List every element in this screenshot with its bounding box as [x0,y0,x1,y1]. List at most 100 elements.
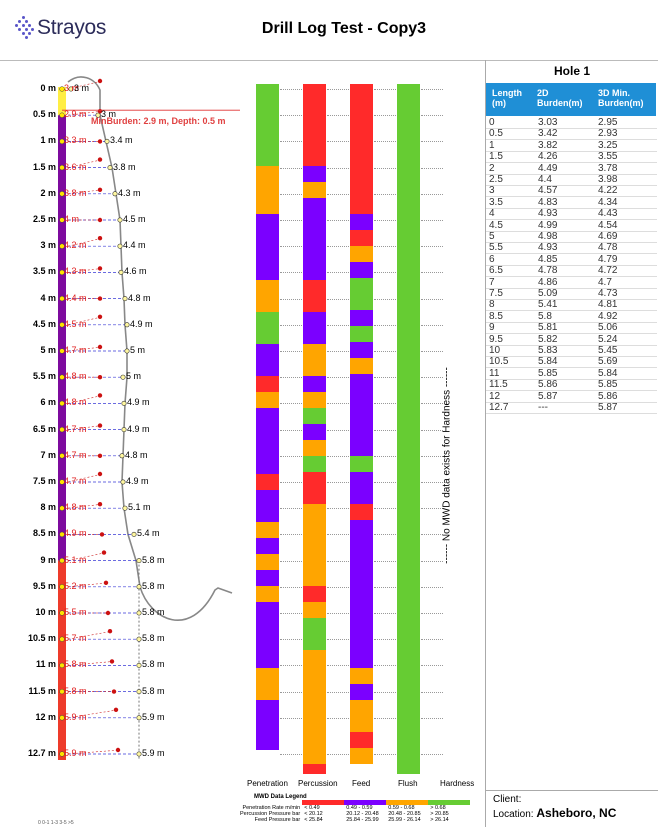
strayos-logo-icon [14,16,34,40]
min-burden-point [97,217,103,223]
guide-line [280,560,302,562]
burden-point [120,374,126,380]
burden-2d-value: 5.8 m [142,659,165,670]
table-row: 7.5 5.09 4.73 [489,288,657,299]
legend-row: Penetration Rate m/min < 0.49 0.49 - 0.59 0… [242,805,446,811]
table-row: 1.5 4.26 3.55 [489,151,657,162]
guide-line [374,403,396,405]
burden-2d-value: 5.8 m [142,580,165,591]
mwd-segment [303,166,326,182]
burden-2d-value: 4.4 m [123,240,146,251]
guide-line [280,193,302,195]
guide-line [280,482,302,483]
burden-2d-value: 3 m [74,83,90,93]
min-burden-point [97,187,103,192]
table-cell: 5.81 [538,322,558,334]
guide-line [374,351,396,352]
mwd-segment [350,342,373,358]
min-burden-point [97,78,103,84]
burden-2d-value: 3 m [101,109,117,120]
guide-line [280,298,302,300]
min-burden-line [67,268,103,273]
mwd-segment [256,538,279,554]
table-cell: 7.5 [489,288,503,299]
min-burden-point [107,629,113,634]
mwd-segment [303,618,326,650]
burden-point [136,715,142,721]
burden-point [107,165,113,171]
guide-line [280,377,302,379]
mwd-column-flush [397,84,420,774]
table-cell: 10.5 [489,356,509,368]
min-burden-value: 2.9 m [64,109,87,120]
guide-line [327,89,349,90]
min-burden-point [97,375,103,380]
guide-line [327,167,349,169]
table-row: 12.7 --- 5.87 [489,402,657,413]
burden-2d-value: 5.4 m [137,528,160,539]
table-cell: 5.82 [538,333,558,345]
table-cell: 1.5 [489,151,503,163]
min-burden-point [97,236,103,241]
table-cell: 5.45 [598,345,618,356]
table-cell: 8 [489,299,495,311]
mwd-segment [303,376,326,392]
guide-line [374,115,396,117]
table-cell: 3.5 [489,196,503,208]
depth-marker [59,610,65,616]
min-burden-point [97,266,103,271]
min-burden-point [113,707,119,712]
guide-line [327,613,349,614]
row-divider [486,333,657,335]
min-burden-value: 4.8 m [64,397,87,408]
row-divider [486,196,657,198]
min-burden-value: 3 m [64,83,80,93]
table-cell: --- [538,402,548,413]
mwd-segment [350,326,373,342]
depth-label: 8 m [40,502,56,513]
mwd-segment [350,214,373,230]
column-label-flush: Flush [398,779,418,788]
table-cell: 5.5 [489,242,503,254]
burden-point [117,217,123,223]
min-burden-value: 4.7 m [64,423,87,434]
depth-marker [59,453,65,459]
min-burden-value: 5.9 m [64,711,87,722]
burden-point [104,138,110,144]
row-divider [486,253,657,255]
table-cell: 5.87 [598,402,618,413]
table-row: 6 4.85 4.79 [489,254,657,265]
burden-2d-value: 4.6 m [124,266,147,277]
burden-2d-value: 4.3 m [118,187,141,198]
table-row: 1 3.82 3.25 [489,140,657,151]
min-burden-line [67,395,103,404]
brand-name: Strayos [37,16,107,39]
table-cell: 7 [489,276,495,288]
mwd-segment [256,166,279,214]
min-burden-value: 4.7 m [64,449,87,460]
guide-line [280,272,302,274]
guide-line [421,429,443,431]
min-burden-value: 4.8 m [64,371,87,382]
burden-point [136,584,142,590]
header-divider [0,60,658,61]
guide-line [374,482,396,483]
min-burden-point [97,453,103,458]
burden-2d-value: 3.4 m [110,135,133,146]
table-cell: 3.55 [598,151,618,163]
burden-2d-value: 5.1 m [128,502,151,513]
guide-line [327,691,349,693]
table-row: 5.5 4.93 4.78 [489,242,657,253]
burden-2d-value: 5 m [126,371,142,382]
guide-line [374,754,396,755]
table-cell: 4.83 [538,196,558,208]
depth-marker [59,662,65,669]
burden-2d-value: 4.5 m [123,214,146,224]
table-row: 2.5 4.4 3.98 [489,174,657,185]
min-burden-value: 4.8 m [64,502,87,513]
guide-line [421,639,443,641]
depth-label: 10 m [35,607,56,617]
guide-line [374,429,396,431]
mwd-segment [350,700,373,732]
guide-line [374,586,396,588]
